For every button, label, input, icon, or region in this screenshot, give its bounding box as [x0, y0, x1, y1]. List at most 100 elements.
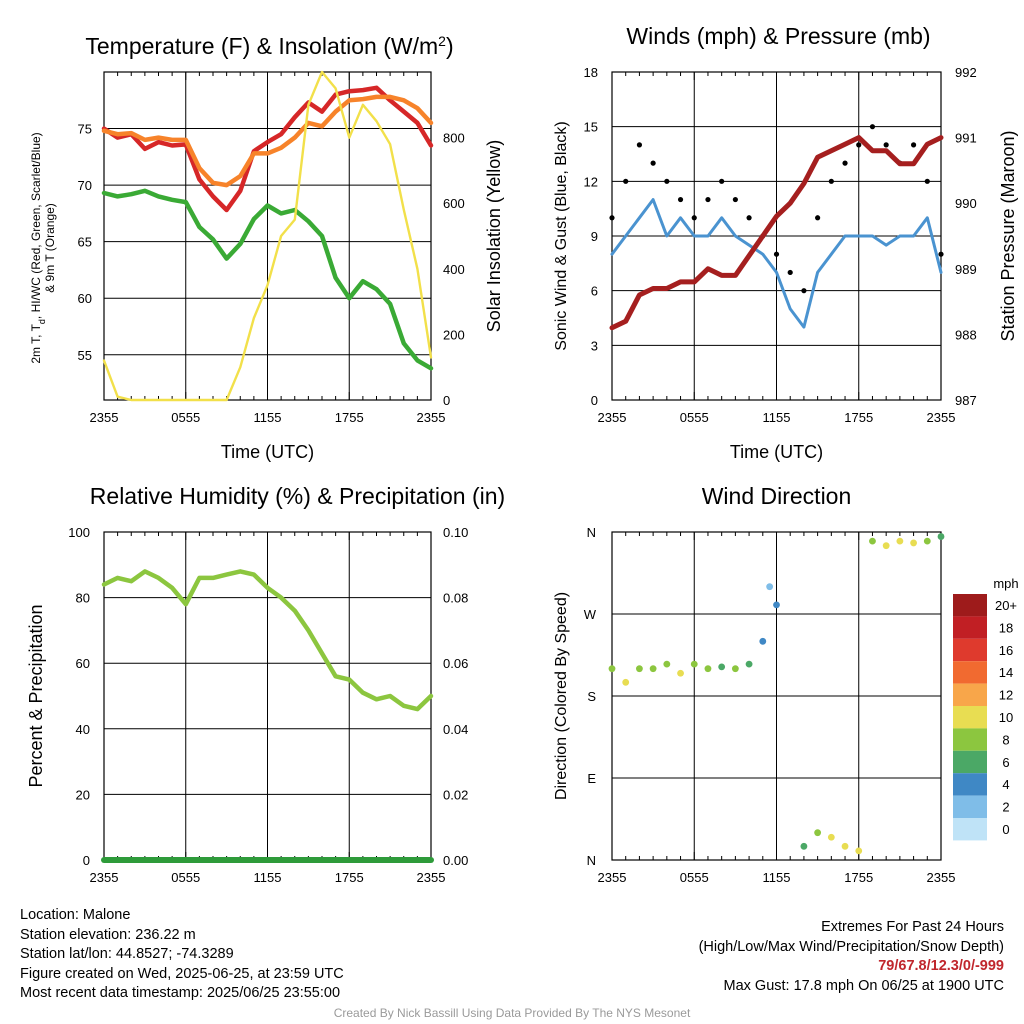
- y-tick-label-direction-1: E: [587, 771, 596, 786]
- y2-tick-label-precip-1: 0.02: [443, 787, 468, 802]
- gust-point-19: [869, 124, 876, 130]
- gust-point-16: [828, 178, 834, 184]
- x-tick-label-2-3: 1755: [844, 410, 873, 425]
- y-tick-label-temp-0: 55: [78, 348, 92, 363]
- y-tick-label-temp-3: 70: [78, 178, 92, 193]
- credit-text: Created By Nick Bassill Using Data Provi…: [333, 1006, 691, 1020]
- x-tick-label-3-3: 1755: [335, 870, 364, 885]
- y-tick-label-rh-0: 0: [83, 853, 90, 868]
- y-axis-label-temperature: 2m T, Td, HI/WC (Red, Green, Scarlet/Blu…: [29, 132, 47, 363]
- y2-tick-label-precip-2: 0.04: [443, 722, 468, 737]
- y2-axis-label-pressure: Station Pressure (Maroon): [998, 130, 1018, 341]
- station-info: Location: Malone Station elevation: 236.…: [20, 906, 344, 1004]
- y2-tick-label-insolation-4: 800: [443, 131, 465, 146]
- gust-point-6: [691, 215, 697, 221]
- legend-label-7: 6: [1002, 755, 1009, 770]
- max-gust-text: Max Gust: 17.8 mph On 06/25 at 1900 UTC: [723, 977, 1004, 994]
- series-9m-temp: [101, 94, 434, 188]
- x-tick-label-4-4: 2355: [927, 870, 956, 885]
- legend-label-0: 20+: [995, 598, 1017, 613]
- extremes-title: Extremes For Past 24 Hours: [821, 919, 1004, 935]
- y-tick-label-rh-1: 20: [76, 787, 90, 802]
- x-tick-label-3-2: 1155: [254, 870, 282, 885]
- legend-swatch-7: [953, 750, 987, 774]
- y2-tick-label-pressure-1: 988: [955, 327, 977, 342]
- legend-title: mph: [993, 576, 1018, 591]
- x-tick-label-2-2: 1155: [763, 410, 791, 425]
- legend-swatch-8: [953, 773, 987, 796]
- y-tick-label-wind-6: 18: [584, 65, 598, 80]
- direction-point-7: [704, 665, 712, 673]
- created-text: Figure created on Wed, 2025-06-25, at 23…: [20, 965, 344, 982]
- x-tick-label-1-3: 1755: [335, 410, 364, 425]
- legend-label-9: 2: [1002, 800, 1009, 815]
- y-tick-label-wind-1: 3: [591, 338, 598, 353]
- chart-title-temperature: Temperature (F) & Insolation (W/m2): [85, 33, 453, 59]
- y2-tick-label-pressure-4: 991: [955, 131, 977, 146]
- y-axis-label-winds: Sonic Wind & Gust (Blue, Black): [553, 121, 570, 350]
- y2-tick-label-insolation-1: 200: [443, 327, 465, 342]
- gust-point-2: [636, 142, 643, 148]
- gust-point-4: [664, 178, 670, 184]
- gust-point-1: [623, 178, 629, 184]
- y2-tick-label-precip-3: 0.06: [443, 656, 468, 671]
- x-tick-label-2-4: 2355: [927, 410, 956, 425]
- y-tick-label-rh-5: 100: [68, 525, 90, 540]
- legend-label-5: 10: [999, 710, 1013, 725]
- y2-tick-label-precip-4: 0.08: [443, 591, 468, 606]
- direction-point-23: [923, 537, 931, 545]
- y-tick-label-direction-4: N: [587, 525, 596, 540]
- y-tick-label-direction-0: N: [587, 853, 596, 868]
- direction-point-8: [718, 663, 726, 671]
- gust-point-15: [815, 215, 821, 221]
- x-tick-label-4-3: 1755: [844, 870, 873, 885]
- gust-point-5: [677, 196, 684, 203]
- gust-point-23: [924, 178, 930, 184]
- legend-swatch-6: [953, 728, 987, 751]
- legend-swatch-10: [953, 818, 987, 841]
- legend-label-4: 12: [999, 688, 1013, 703]
- x-tick-label-4-0: 2355: [598, 870, 627, 885]
- gust-point-14: [801, 288, 807, 294]
- x-tick-label-1-2: 1155: [254, 410, 282, 425]
- direction-point-21: [896, 537, 904, 545]
- x-tick-label-1-1: 0555: [171, 410, 200, 425]
- x-tick-label-3-4: 2355: [417, 870, 446, 885]
- y2-tick-label-pressure-2: 989: [955, 262, 977, 277]
- direction-point-13: [773, 601, 780, 609]
- direction-point-10: [745, 660, 753, 668]
- y2-tick-label-insolation-2: 400: [443, 262, 465, 277]
- y-tick-label-wind-5: 15: [584, 120, 598, 135]
- x-tick-label-4-1: 0555: [680, 870, 709, 885]
- legend-label-10: 0: [1002, 822, 1009, 837]
- x-tick-label-2-1: 0555: [680, 410, 709, 425]
- x-tick-label-2-0: 2355: [598, 410, 627, 425]
- direction-point-16: [827, 833, 835, 841]
- x-axis-label-winds: Time (UTC): [730, 442, 823, 462]
- y-axis-label-direction: Direction (Colored By Speed): [553, 592, 570, 800]
- gust-point-24: [938, 251, 944, 257]
- extremes-values: 79/67.8/12.3/0/-999: [878, 958, 1004, 975]
- gust-point-17: [842, 160, 848, 166]
- series-relative-humidity: [101, 569, 434, 712]
- x-tick-label-3-0: 2355: [90, 870, 119, 885]
- y2-tick-label-insolation-0: 0: [443, 393, 450, 408]
- legend-swatch-4: [953, 683, 987, 706]
- y-tick-label-wind-4: 12: [584, 174, 598, 189]
- direction-point-12: [766, 583, 774, 591]
- gust-point-7: [705, 196, 711, 203]
- gust-point-20: [883, 142, 889, 148]
- y-tick-label-temp-1: 60: [78, 291, 92, 306]
- latlon-text: Station lat/lon: 44.8527; -74.3289: [20, 946, 234, 963]
- direction-point-4: [663, 660, 671, 668]
- gust-point-9: [732, 196, 738, 203]
- x-tick-label-1-0: 2355: [90, 410, 119, 425]
- extremes-panel: Extremes For Past 24 Hours (High/Low/Max…: [699, 918, 1004, 996]
- direction-point-6: [690, 660, 698, 668]
- series-insolation: [102, 70, 433, 402]
- legend-swatch-9: [953, 795, 987, 818]
- gust-point-13: [787, 269, 793, 276]
- gust-point-0: [609, 215, 615, 221]
- direction-point-19: [869, 537, 876, 545]
- y-axis-label-temperature-line2: & 9m T (Orange): [43, 203, 57, 293]
